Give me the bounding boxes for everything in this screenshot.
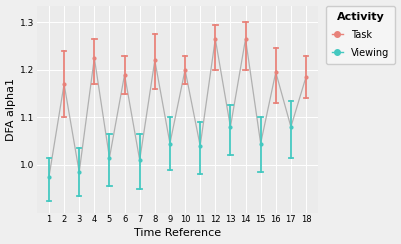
X-axis label: Time Reference: Time Reference <box>134 228 221 238</box>
Y-axis label: DFA alpha1: DFA alpha1 <box>6 78 16 141</box>
Legend: Task, Viewing: Task, Viewing <box>326 6 395 63</box>
